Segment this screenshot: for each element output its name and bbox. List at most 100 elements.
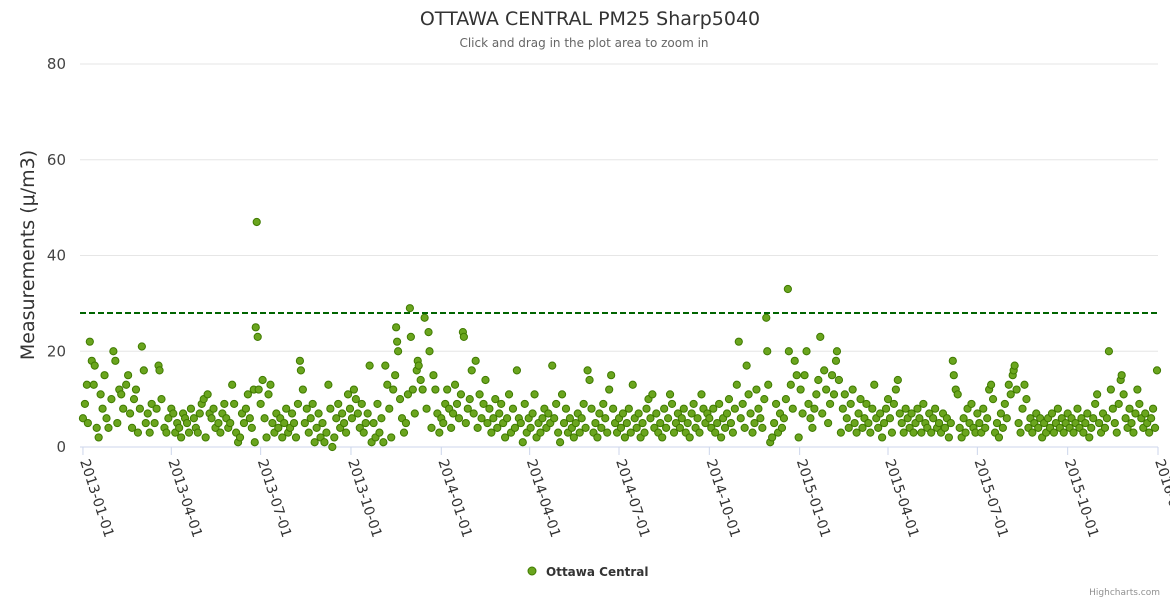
- data-point[interactable]: [195, 409, 204, 418]
- data-point[interactable]: [605, 385, 614, 394]
- data-point[interactable]: [764, 380, 773, 389]
- data-point[interactable]: [228, 380, 237, 389]
- data-point[interactable]: [626, 428, 635, 437]
- data-point[interactable]: [207, 414, 216, 423]
- data-point[interactable]: [1100, 423, 1110, 432]
- data-point[interactable]: [885, 414, 895, 423]
- data-point[interactable]: [1112, 428, 1121, 437]
- data-point[interactable]: [552, 399, 561, 409]
- data-point[interactable]: [239, 418, 249, 428]
- data-point[interactable]: [695, 428, 704, 437]
- data-point[interactable]: [559, 418, 569, 428]
- data-point[interactable]: [141, 418, 150, 428]
- data-point[interactable]: [864, 418, 873, 428]
- data-point[interactable]: [435, 428, 444, 437]
- data-point[interactable]: [332, 414, 341, 423]
- data-point[interactable]: [1010, 361, 1019, 370]
- data-point[interactable]: [593, 433, 602, 442]
- data-point[interactable]: [994, 433, 1004, 442]
- data-point[interactable]: [693, 414, 702, 423]
- data-point[interactable]: [201, 433, 210, 442]
- data-point[interactable]: [536, 428, 545, 437]
- data-point[interactable]: [792, 371, 801, 380]
- data-point[interactable]: [104, 423, 113, 432]
- data-point[interactable]: [1073, 404, 1082, 413]
- data-point[interactable]: [416, 375, 425, 385]
- data-point[interactable]: [448, 409, 458, 418]
- data-point[interactable]: [565, 414, 575, 423]
- data-point[interactable]: [278, 433, 287, 442]
- data-point[interactable]: [456, 390, 466, 399]
- data-point[interactable]: [986, 380, 996, 389]
- data-point[interactable]: [1131, 409, 1140, 418]
- data-point[interactable]: [724, 395, 734, 404]
- data-point[interactable]: [996, 409, 1006, 418]
- data-point[interactable]: [465, 395, 474, 404]
- data-point[interactable]: [1145, 428, 1154, 437]
- data-point[interactable]: [646, 414, 655, 423]
- data-point[interactable]: [253, 332, 262, 341]
- data-point[interactable]: [1135, 399, 1144, 409]
- data-point[interactable]: [83, 418, 92, 428]
- data-point[interactable]: [948, 356, 957, 365]
- data-point[interactable]: [392, 323, 401, 332]
- data-point[interactable]: [571, 418, 580, 428]
- data-point[interactable]: [135, 404, 144, 413]
- data-point[interactable]: [768, 433, 777, 442]
- data-point[interactable]: [98, 404, 107, 413]
- data-point[interactable]: [597, 423, 606, 432]
- data-point[interactable]: [157, 395, 166, 404]
- data-point[interactable]: [351, 395, 360, 404]
- data-point[interactable]: [760, 395, 769, 404]
- data-point[interactable]: [687, 409, 696, 418]
- data-point[interactable]: [800, 371, 809, 380]
- data-point[interactable]: [471, 356, 480, 365]
- data-point[interactable]: [266, 380, 275, 389]
- data-point[interactable]: [742, 361, 751, 370]
- data-point[interactable]: [526, 423, 535, 432]
- data-point[interactable]: [1106, 385, 1115, 394]
- data-point[interactable]: [1108, 404, 1117, 413]
- data-point[interactable]: [94, 433, 103, 442]
- data-point[interactable]: [870, 380, 879, 389]
- data-point[interactable]: [137, 342, 146, 351]
- data-point[interactable]: [318, 418, 327, 428]
- data-point[interactable]: [846, 399, 855, 409]
- data-point[interactable]: [427, 423, 436, 432]
- data-point[interactable]: [648, 390, 657, 399]
- data-point[interactable]: [1152, 366, 1162, 375]
- data-point[interactable]: [599, 399, 608, 409]
- data-point[interactable]: [858, 423, 867, 432]
- data-point[interactable]: [491, 395, 500, 404]
- data-point[interactable]: [663, 414, 673, 423]
- data-point[interactable]: [119, 404, 128, 413]
- data-point[interactable]: [330, 433, 339, 442]
- data-point[interactable]: [403, 390, 413, 399]
- data-point[interactable]: [953, 390, 962, 399]
- data-point[interactable]: [852, 428, 861, 437]
- data-point[interactable]: [825, 399, 835, 409]
- data-point[interactable]: [308, 399, 317, 409]
- data-point[interactable]: [609, 404, 618, 413]
- data-point[interactable]: [544, 409, 553, 418]
- data-point[interactable]: [722, 409, 732, 418]
- data-point[interactable]: [320, 438, 329, 447]
- data-point[interactable]: [746, 409, 755, 418]
- data-point[interactable]: [314, 409, 323, 418]
- data-point[interactable]: [420, 313, 429, 322]
- data-point[interactable]: [322, 428, 331, 437]
- data-point[interactable]: [324, 380, 333, 389]
- data-point[interactable]: [359, 428, 368, 437]
- data-point[interactable]: [177, 433, 186, 442]
- data-point[interactable]: [1081, 418, 1090, 428]
- data-point[interactable]: [125, 409, 135, 418]
- data-point[interactable]: [1147, 414, 1156, 423]
- data-point[interactable]: [162, 428, 171, 437]
- data-point[interactable]: [992, 418, 1002, 428]
- data-point[interactable]: [940, 423, 950, 432]
- data-point[interactable]: [235, 433, 245, 442]
- data-point[interactable]: [291, 433, 301, 442]
- data-point[interactable]: [907, 409, 916, 418]
- data-point[interactable]: [216, 428, 225, 437]
- data-point[interactable]: [127, 423, 137, 432]
